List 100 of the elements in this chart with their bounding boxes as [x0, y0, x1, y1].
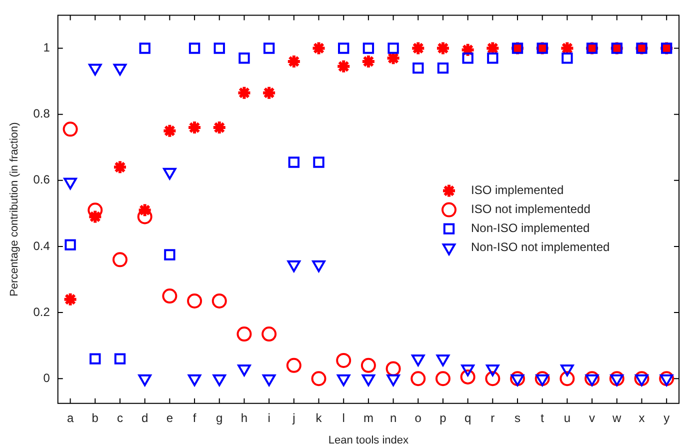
- point: [560, 364, 574, 376]
- y-tick-label: 0.2: [33, 304, 50, 319]
- point: [214, 42, 225, 54]
- x-tick-label: q: [464, 410, 472, 425]
- point: [164, 249, 176, 260]
- x-tick-label: s: [514, 410, 521, 425]
- x-tick-label: x: [638, 410, 645, 425]
- point: [610, 374, 624, 386]
- point: [90, 353, 101, 364]
- point: [460, 369, 476, 384]
- x-tick-label: i: [268, 410, 270, 425]
- point: [212, 374, 226, 386]
- point: [62, 292, 78, 307]
- legend-label: Non-ISO implemented: [471, 221, 590, 236]
- point: [360, 54, 376, 69]
- point: [388, 42, 399, 54]
- point: [560, 371, 575, 386]
- point: [288, 156, 300, 168]
- point: [410, 371, 426, 386]
- x-tick-label: n: [390, 410, 397, 425]
- x-tick-label: p: [440, 410, 447, 425]
- legend-label: ISO not implementedd: [471, 202, 590, 216]
- point: [236, 326, 252, 342]
- point: [510, 371, 526, 386]
- legend-label: Non-ISO not implemented: [471, 240, 610, 254]
- point: [362, 42, 374, 54]
- point: [162, 123, 178, 138]
- point: [313, 156, 324, 168]
- x-tick-label: m: [363, 410, 374, 425]
- x-axis-title: Lean tools index: [328, 434, 409, 446]
- point: [360, 358, 376, 373]
- point: [435, 371, 450, 386]
- x-tick-label: j: [292, 410, 296, 425]
- point: [634, 371, 650, 386]
- y-tick-label: 0.6: [33, 172, 50, 187]
- point: [336, 352, 352, 368]
- x-tick-label: b: [92, 410, 99, 425]
- point: [236, 85, 252, 100]
- point: [461, 364, 474, 376]
- point: [287, 260, 301, 272]
- y-tick-label: 0.8: [33, 106, 50, 121]
- point: [362, 374, 376, 386]
- point: [163, 168, 176, 180]
- point: [262, 85, 277, 100]
- x-tick-label: o: [414, 410, 422, 425]
- point: [263, 42, 275, 54]
- point: [64, 239, 76, 250]
- x-tick-label: c: [116, 410, 123, 425]
- point: [238, 364, 251, 376]
- point: [311, 40, 326, 56]
- point: [187, 120, 202, 136]
- point: [262, 326, 277, 342]
- point: [412, 62, 424, 74]
- point: [212, 293, 227, 308]
- y-tick-label: 0.4: [33, 238, 50, 253]
- x-tick-label: k: [316, 410, 323, 425]
- point: [238, 52, 250, 64]
- point: [660, 374, 674, 386]
- x-tick-label: t: [540, 410, 545, 425]
- point: [188, 374, 202, 386]
- point: [262, 374, 276, 386]
- point: [386, 374, 400, 386]
- point: [410, 40, 426, 56]
- point: [286, 358, 302, 373]
- x-tick-label: f: [192, 410, 197, 425]
- point: [162, 288, 178, 304]
- point: [112, 160, 128, 175]
- x-tick-label: h: [240, 410, 248, 425]
- x-tick-label: l: [342, 410, 345, 425]
- point: [64, 178, 77, 190]
- x-tick-label: u: [564, 410, 571, 425]
- point: [138, 374, 152, 386]
- x-tick-label: w: [612, 410, 622, 425]
- point: [188, 42, 200, 54]
- point: [435, 40, 450, 56]
- point: [187, 293, 202, 308]
- point: [412, 354, 425, 366]
- x-tick-label: y: [664, 410, 670, 425]
- point: [609, 371, 624, 386]
- y-tick-label: 0: [43, 370, 50, 385]
- point: [62, 122, 78, 137]
- point: [336, 58, 352, 74]
- point: [486, 364, 500, 376]
- point: [114, 353, 126, 364]
- point: [437, 62, 449, 74]
- x-tick-label: d: [141, 410, 148, 425]
- point: [436, 354, 450, 366]
- point: [139, 42, 150, 54]
- y-tick-label: 1: [43, 40, 50, 55]
- point: [485, 371, 500, 386]
- x-tick-label: e: [166, 410, 174, 425]
- point: [585, 374, 599, 386]
- point: [137, 202, 152, 218]
- point: [88, 209, 103, 224]
- point: [212, 120, 227, 136]
- point: [286, 54, 302, 69]
- point: [584, 371, 600, 386]
- point: [336, 374, 350, 386]
- point: [510, 374, 524, 386]
- point: [312, 260, 326, 272]
